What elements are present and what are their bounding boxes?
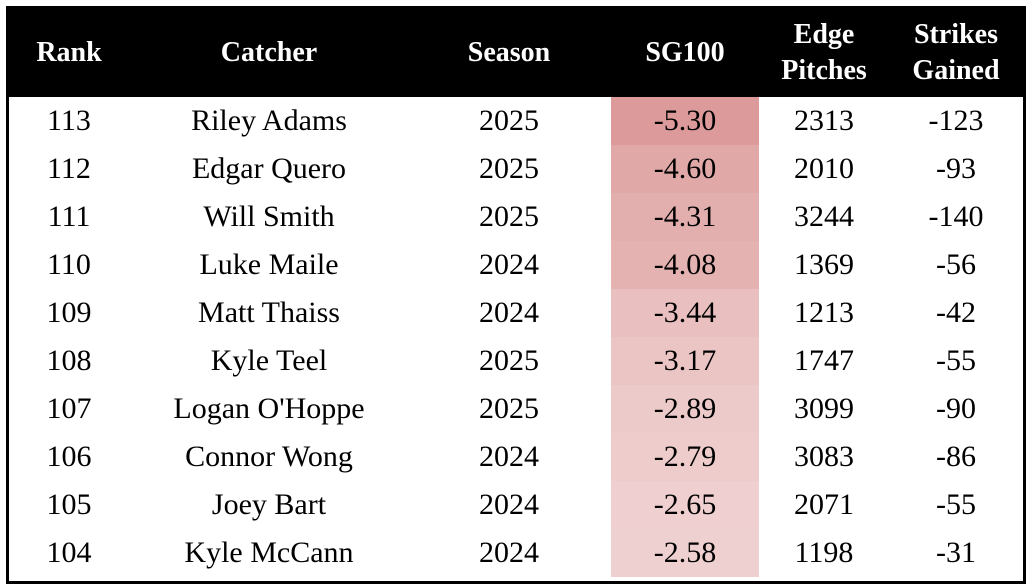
strikes-gained-cell: -55 <box>936 488 976 521</box>
catcher-cell: Joey Bart <box>211 488 327 521</box>
header-edge-pitches-line2: Pitches <box>781 55 867 86</box>
rank-cell: 108 <box>46 344 92 377</box>
rank-cell: 113 <box>47 104 91 137</box>
header-rank-line1: Rank <box>36 37 102 68</box>
season-cell: 2024 <box>479 296 539 329</box>
rank-cell: 109 <box>46 296 92 329</box>
season-cell: 2024 <box>479 248 539 281</box>
header-season: Season <box>409 9 609 97</box>
header-edge-pitches-line1: Edge <box>793 19 855 50</box>
sg100-cell: -4.60 <box>611 145 759 193</box>
table-row: 112 Edgar Quero 2025 -4.60 2010 -93 <box>9 145 1023 193</box>
edge-pitches-cell: 1747 <box>794 344 854 377</box>
edge-pitches-cell: 3083 <box>794 440 854 473</box>
table-row: 109 Matt Thaiss 2024 -3.44 1213 -42 <box>9 289 1023 337</box>
catcher-cell: Matt Thaiss <box>198 296 340 329</box>
table-row: 111 Will Smith 2025 -4.31 3244 -140 <box>9 193 1023 241</box>
catcher-cell: Kyle Teel <box>210 344 328 377</box>
sg100-cell: -2.65 <box>611 481 759 529</box>
sg100-cell: -2.79 <box>611 433 759 481</box>
header-season-line1: Season <box>467 37 551 68</box>
header-rank: Rank <box>9 9 129 97</box>
catcher-cell: Will Smith <box>203 200 335 233</box>
season-cell: 2025 <box>479 104 539 137</box>
strikes-gained-cell: -42 <box>936 296 976 329</box>
strikes-gained-cell: -56 <box>936 248 976 281</box>
catcher-cell: Connor Wong <box>185 440 353 473</box>
strikes-gained-cell: -55 <box>936 344 976 377</box>
edge-pitches-cell: 1369 <box>794 248 854 281</box>
sg100-cell: -3.44 <box>611 289 759 337</box>
strikes-gained-cell: -90 <box>936 392 976 425</box>
rank-cell: 111 <box>47 200 91 233</box>
header-catcher-line1: Catcher <box>220 37 318 68</box>
header-catcher: Catcher <box>129 9 409 97</box>
strikes-gained-cell: -140 <box>928 200 984 233</box>
strikes-gained-cell: -93 <box>936 152 976 185</box>
sg100-cell: -3.17 <box>611 337 759 385</box>
header-sg100: SG100 <box>611 9 759 97</box>
rank-cell: 104 <box>46 536 92 569</box>
table-body: 113 Riley Adams 2025 -5.30 2313 -123 112 Edgar … <box>9 97 1023 581</box>
table-row: 107 Logan O'Hoppe 2025 -2.89 3099 -90 <box>9 385 1023 433</box>
header-strikes-gained: Strikes Gained <box>889 9 1023 97</box>
table-row: 110 Luke Maile 2024 -4.08 1369 -56 <box>9 241 1023 289</box>
edge-pitches-cell: 3244 <box>794 200 854 233</box>
header-sg100-line1: SG100 <box>645 37 725 68</box>
season-cell: 2024 <box>479 440 539 473</box>
rank-cell: 110 <box>47 248 91 281</box>
edge-pitches-cell: 2010 <box>794 152 854 185</box>
season-cell: 2025 <box>479 392 539 425</box>
strikes-gained-cell: -86 <box>936 440 976 473</box>
catcher-cell: Kyle McCann <box>184 536 354 569</box>
season-cell: 2025 <box>479 344 539 377</box>
table-row: 108 Kyle Teel 2025 -3.17 1747 -55 <box>9 337 1023 385</box>
edge-pitches-cell: 1213 <box>794 296 854 329</box>
sg100-cell: -5.30 <box>611 97 759 145</box>
table-row: 106 Connor Wong 2024 -2.79 3083 -86 <box>9 433 1023 481</box>
table-header: Rank Catcher Season SG100 Edge Pitches S… <box>9 9 1023 97</box>
catcher-cell: Edgar Quero <box>191 152 347 185</box>
leaderboard-table: Rank Catcher Season SG100 Edge Pitches S… <box>6 6 1026 584</box>
edge-pitches-cell: 2313 <box>794 104 854 137</box>
rank-cell: 107 <box>46 392 92 425</box>
strikes-gained-cell: -123 <box>928 104 984 137</box>
catcher-cell: Logan O'Hoppe <box>173 392 365 425</box>
header-strikes-gained-line1: Strikes <box>913 19 998 50</box>
season-cell: 2025 <box>479 200 539 233</box>
table-row: 104 Kyle McCann 2024 -2.58 1198 -31 <box>9 529 1023 577</box>
catcher-cell: Luke Maile <box>199 248 339 281</box>
season-cell: 2025 <box>479 152 539 185</box>
catcher-cell: Riley Adams <box>191 104 347 137</box>
header-strikes-gained-line2: Gained <box>912 55 1000 86</box>
edge-pitches-cell: 1198 <box>794 536 854 569</box>
edge-pitches-cell: 2071 <box>794 488 854 521</box>
rank-cell: 105 <box>46 488 92 521</box>
sg100-cell: -2.89 <box>611 385 759 433</box>
rank-cell: 106 <box>46 440 92 473</box>
season-cell: 2024 <box>479 488 539 521</box>
strikes-gained-cell: -31 <box>936 536 976 569</box>
sg100-cell: -2.58 <box>611 529 759 577</box>
rank-cell: 112 <box>47 152 91 185</box>
edge-pitches-cell: 3099 <box>794 392 854 425</box>
sg100-cell: -4.31 <box>611 193 759 241</box>
table-row: 105 Joey Bart 2024 -2.65 2071 -55 <box>9 481 1023 529</box>
table-row: 113 Riley Adams 2025 -5.30 2313 -123 <box>9 97 1023 145</box>
header-edge-pitches: Edge Pitches <box>759 9 889 97</box>
season-cell: 2024 <box>479 536 539 569</box>
sg100-cell: -4.08 <box>611 241 759 289</box>
